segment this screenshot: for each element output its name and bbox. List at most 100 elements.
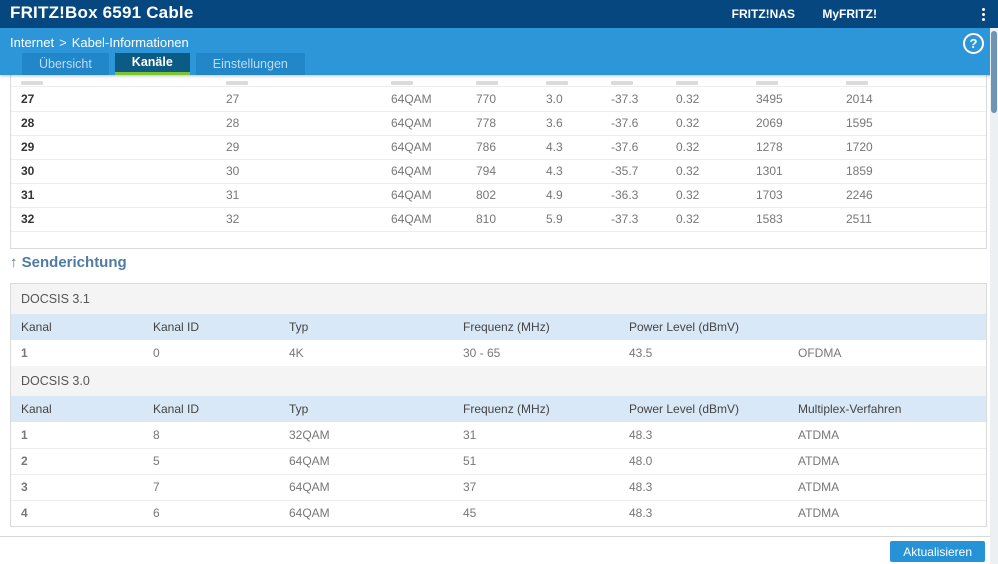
table-cell: 8	[143, 422, 279, 449]
table-cell: 28	[11, 111, 216, 136]
table-cell: 0.32	[666, 87, 746, 112]
table-cell: 0.32	[666, 111, 746, 136]
table-cell: 0.32	[666, 135, 746, 160]
table-cell: 1583	[746, 207, 836, 232]
sub-header-bar: Internet > Kabel-Informationen ? Übersicht…	[0, 28, 998, 75]
table-row: 31 31 64QAM 802 4.9 -36.3 0.32 1703 2246	[11, 183, 986, 208]
refresh-button[interactable]: Aktualisieren	[890, 541, 985, 562]
column-header	[788, 314, 986, 340]
kebab-menu-icon[interactable]	[976, 5, 990, 23]
table-cell: 29	[11, 135, 216, 160]
table-header-row: Kanal Kanal ID Typ Frequenz (MHz) Power Leve…	[11, 314, 986, 340]
table-cell: OFDMA	[798, 346, 842, 360]
table-cell: 3	[11, 474, 143, 501]
table-cell: 64QAM	[381, 135, 466, 160]
table-row: 27 27 64QAM 770 3.0 -37.3 0.32 3495 2014	[11, 87, 986, 112]
docsis31-band: DOCSIS 3.1	[11, 284, 986, 314]
top-header-bar: FRITZ!Box 6591 Cable FRITZ!NAS MyFRITZ!	[0, 0, 998, 28]
upstream-tables-panel: DOCSIS 3.1 Kanal Kanal ID Typ Frequenz (MHz…	[10, 283, 987, 527]
table-cell: -37.6	[601, 111, 666, 136]
table-cell: 786	[466, 135, 536, 160]
table-cell: 64QAM	[279, 474, 453, 501]
table-cell: -35.7	[601, 159, 666, 184]
breadcrumb-section[interactable]: Internet	[10, 35, 55, 50]
column-header: Kanal	[11, 314, 143, 340]
table-cell: 30	[216, 159, 381, 184]
table-cell: 27	[11, 87, 216, 112]
table-cell: 2246	[836, 183, 986, 208]
table-cell: 4	[21, 506, 28, 521]
table-row: 32 32 64QAM 810 5.9 -37.3 0.32 1583 2511	[11, 207, 986, 232]
table-cell: 64QAM	[381, 159, 466, 184]
table-cell: -37.3	[601, 207, 666, 232]
column-header: Kanal ID	[143, 314, 279, 340]
downstream-table: 27 27 64QAM 770 3.0 -37.3 0.32 3495 2014 28 28 64Q…	[11, 87, 986, 232]
table-cell: 4.3	[536, 159, 601, 184]
docsis30-band: DOCSIS 3.0	[11, 366, 986, 396]
table-cell: 2	[11, 448, 143, 475]
table-row: 2 5 64QAM 51 48.0 ATDMA	[11, 448, 986, 475]
table-cell: 3.6	[536, 111, 601, 136]
breadcrumb-page: Kabel-Informationen	[71, 35, 189, 50]
footer-divider	[0, 536, 998, 537]
scrollbar-track[interactable]	[990, 28, 998, 564]
table-cell: 1301	[746, 159, 836, 184]
tab-einstellungen[interactable]: Einstellungen	[195, 53, 305, 75]
column-header: Frequenz (MHz)	[453, 396, 619, 422]
table-cell: 51	[453, 448, 619, 475]
column-header: Frequenz (MHz)	[453, 314, 619, 340]
table-cell: 7	[143, 474, 279, 501]
table-cell: 802	[466, 183, 536, 208]
tab-kanaele[interactable]: Kanäle	[114, 53, 190, 75]
table-cell: 27	[216, 87, 381, 112]
myfritz-link[interactable]: MyFRITZ!	[822, 7, 877, 21]
table-cell: 30	[11, 159, 216, 184]
docsis31-table: Kanal Kanal ID Typ Frequenz (MHz) Power Leve…	[11, 314, 986, 366]
table-cell: 1	[11, 422, 143, 449]
table-cell: 32QAM	[279, 422, 453, 449]
column-header: Multiplex-Verfahren	[788, 396, 986, 422]
table-cell: 1278	[746, 135, 836, 160]
table-cell: 32	[216, 207, 381, 232]
table-cell: 28	[216, 111, 381, 136]
table-row: 1 8 32QAM 31 48.3 ATDMA	[11, 422, 986, 449]
table-cell: ATDMA	[788, 474, 986, 501]
column-header: Kanal ID	[143, 396, 279, 422]
breadcrumb: Internet > Kabel-Informationen	[10, 35, 189, 50]
table-cell: 43.5	[629, 346, 653, 360]
fritznas-link[interactable]: FRITZ!NAS	[731, 7, 795, 21]
table-cell: 770	[466, 87, 536, 112]
scrollbar-thumb[interactable]	[991, 31, 997, 113]
table-cell: 1595	[836, 111, 986, 136]
table-cell: 6	[153, 506, 160, 521]
table-cell: 31	[453, 422, 619, 449]
column-header: Typ	[279, 396, 453, 422]
table-cell: 64QAM	[381, 183, 466, 208]
table-cell: 0.32	[666, 207, 746, 232]
help-icon[interactable]: ?	[963, 33, 984, 54]
table-cell: 2014	[836, 87, 986, 112]
table-header-row: Kanal Kanal ID Typ Frequenz (MHz) Power Leve…	[11, 396, 986, 422]
upstream-section-heading: ↑ Senderichtung	[10, 254, 127, 271]
table-cell: 64QAM	[381, 111, 466, 136]
table-cell: ATDMA	[798, 506, 840, 521]
table-cell: 0.32	[666, 159, 746, 184]
clipped-row	[11, 75, 986, 87]
page-title: FRITZ!Box 6591 Cable	[10, 3, 194, 22]
table-cell: 794	[466, 159, 536, 184]
table-cell: 31	[11, 183, 216, 208]
table-cell: 3495	[746, 87, 836, 112]
table-cell: 64QAM	[289, 506, 330, 521]
tab-uebersicht[interactable]: Übersicht	[22, 53, 109, 75]
table-cell: 64QAM	[279, 448, 453, 475]
breadcrumb-separator-icon: >	[59, 35, 67, 50]
table-row: 29 29 64QAM 786 4.3 -37.6 0.32 1278 1720	[11, 135, 986, 160]
table-row: 30 30 64QAM 794 4.3 -35.7 0.32 1301 1859	[11, 159, 986, 184]
table-cell: 1	[21, 346, 28, 360]
table-cell: 0	[153, 346, 160, 360]
table-cell: -37.3	[601, 87, 666, 112]
column-header: Power Level (dBmV)	[619, 396, 788, 422]
table-row: 3 7 64QAM 37 48.3 ATDMA	[11, 474, 986, 501]
table-cell: 5	[143, 448, 279, 475]
column-header: Typ	[279, 314, 453, 340]
